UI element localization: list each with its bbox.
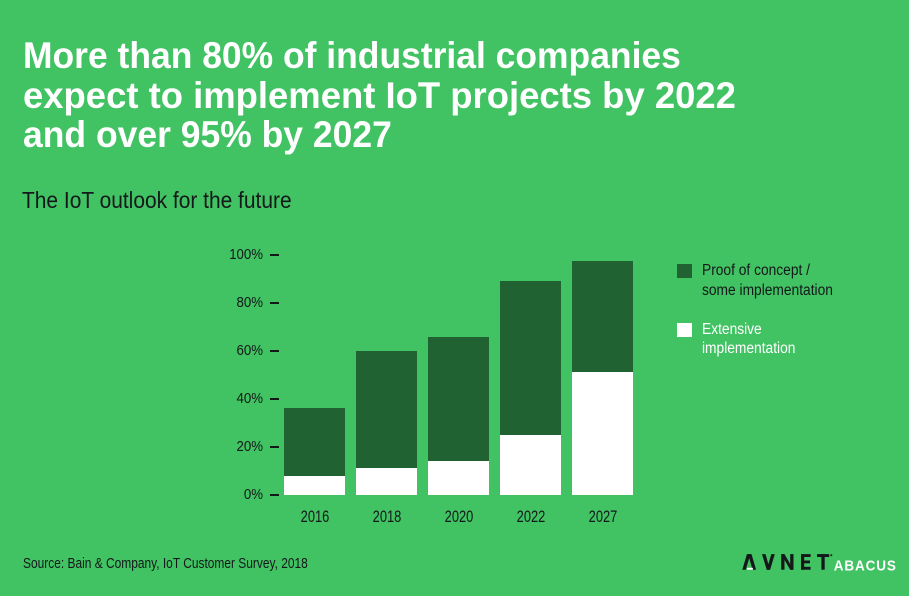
svg-text:ABACUS: ABACUS: [834, 558, 897, 575]
